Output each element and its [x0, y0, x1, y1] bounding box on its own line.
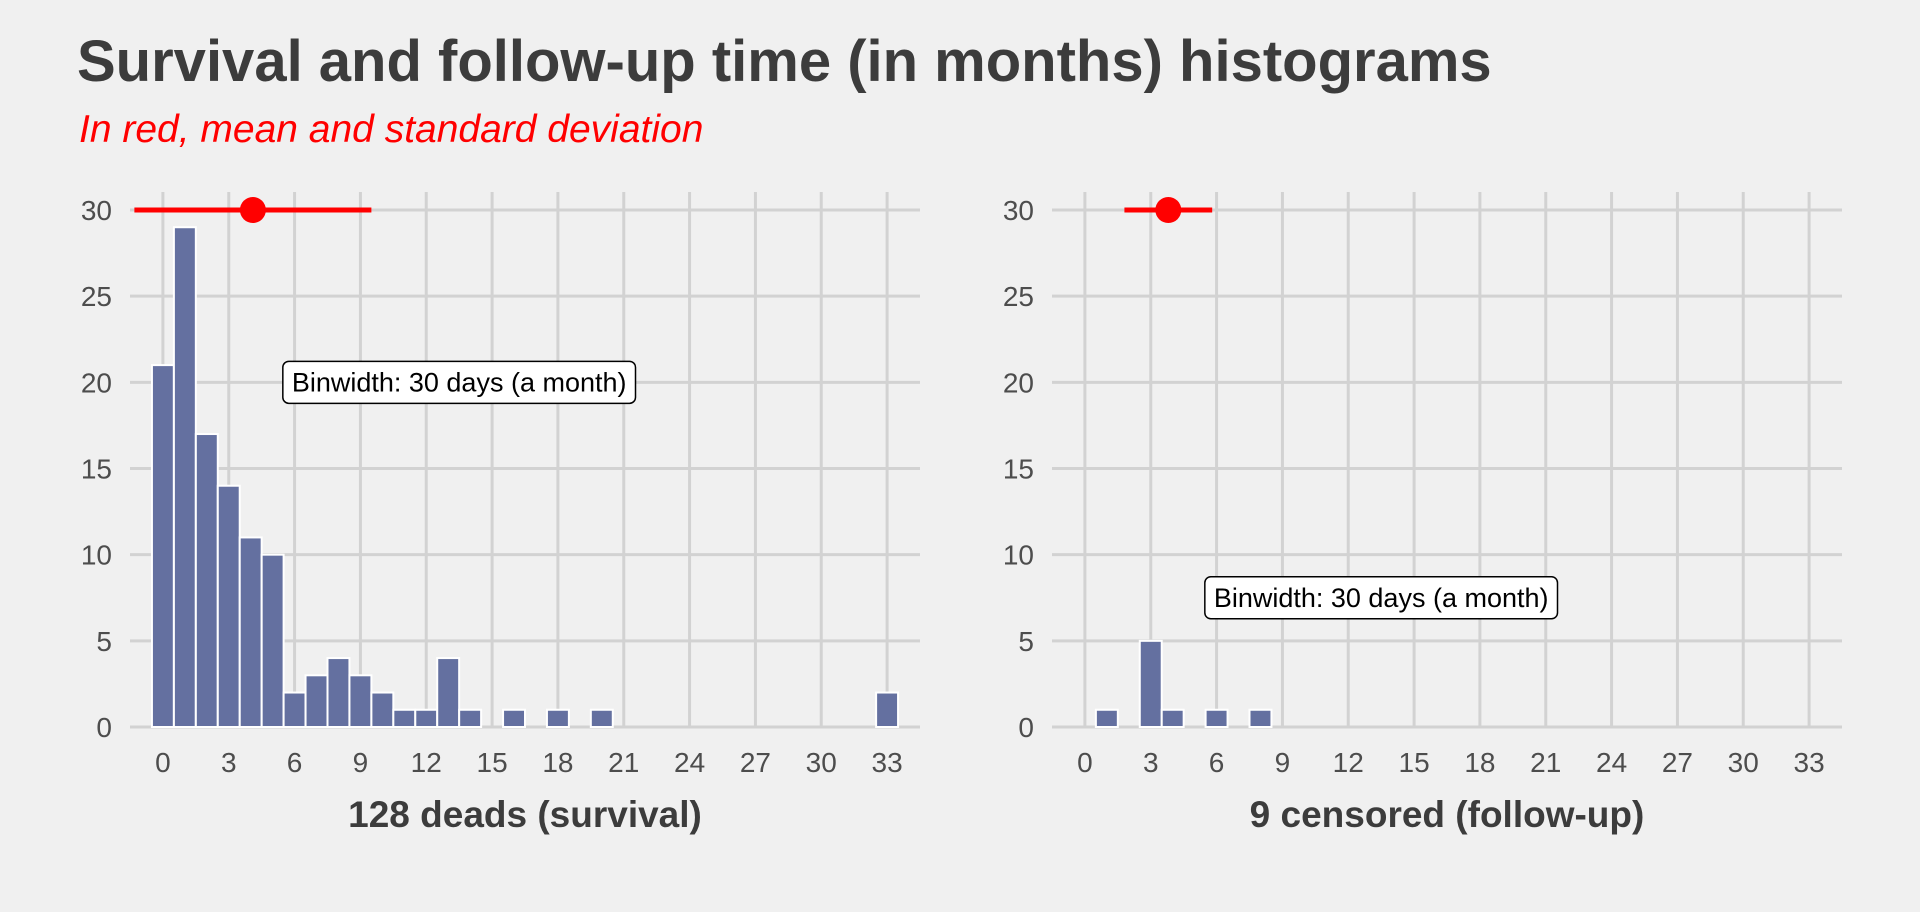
- histogram-bar: [348, 674, 373, 728]
- y-tick-label: 30: [1003, 195, 1034, 226]
- histogram-bar: [150, 364, 175, 728]
- histogram-bar: [875, 691, 900, 728]
- histogram-bar: [502, 708, 526, 728]
- x-tick-label: 0: [1077, 747, 1093, 778]
- y-tick-label: 5: [1018, 626, 1034, 657]
- binwidth-annotation-text: Binwidth: 30 days (a month): [292, 367, 627, 397]
- y-tick-label: 0: [1018, 712, 1034, 743]
- mean-point: [239, 197, 266, 223]
- binwidth-annotation-box: [282, 360, 637, 405]
- histogram-bar: [1094, 708, 1119, 728]
- histogram-bar: [1138, 639, 1163, 728]
- histogram-bar: [238, 536, 263, 729]
- binwidth-annotation-text: Binwidth: 30 days (a month): [1214, 583, 1549, 613]
- x-tick-label: 12: [411, 747, 442, 778]
- histogram-bar: [458, 708, 483, 728]
- x-tick-label: 24: [1596, 747, 1627, 778]
- x-axis-title: 128 deads (survival): [348, 794, 702, 835]
- histogram-bar: [392, 708, 417, 728]
- x-tick-label: 18: [1464, 747, 1495, 778]
- chart-subtitle: In red, mean and standard deviation: [79, 108, 704, 151]
- y-tick-label: 0: [96, 712, 112, 743]
- x-tick-label: 30: [806, 747, 837, 778]
- x-tick-label: 33: [872, 747, 903, 778]
- y-tick-label: 5: [96, 626, 112, 657]
- histogram-bar: [282, 691, 307, 728]
- x-tick-label: 15: [477, 747, 508, 778]
- binwidth-annotation: Binwidth: 30 days (a month): [1204, 576, 1559, 620]
- x-tick-label: 24: [674, 747, 705, 778]
- x-tick-label: 15: [1399, 747, 1430, 778]
- x-tick-label: 12: [1333, 747, 1364, 778]
- y-tick-label: 15: [81, 454, 112, 485]
- histogram-bar: [194, 433, 219, 728]
- x-tick-label: 9: [1275, 747, 1291, 778]
- x-axis-title: 9 censored (follow-up): [1250, 794, 1645, 835]
- x-tick-label: 27: [1662, 747, 1693, 778]
- histogram-bar: [370, 691, 395, 728]
- histogram-bar: [545, 708, 570, 728]
- x-tick-label: 21: [608, 747, 639, 778]
- x-tick-label: 0: [155, 747, 171, 778]
- x-tick-label: 30: [1728, 747, 1759, 778]
- chart-title: Survival and follow-up time (in months) …: [77, 29, 1492, 94]
- histogram-bar: [260, 553, 285, 729]
- binwidth-annotation-box: [1204, 576, 1559, 620]
- histogram-bar: [304, 674, 329, 728]
- histogram-bar: [1204, 708, 1229, 728]
- y-tick-label: 20: [81, 367, 112, 398]
- y-tick-label: 15: [1003, 454, 1034, 485]
- histogram-bar: [216, 484, 241, 728]
- y-tick-label: 30: [81, 195, 112, 226]
- y-tick-label: 25: [1003, 281, 1034, 312]
- histogram-bar: [436, 657, 461, 728]
- x-tick-label: 33: [1794, 747, 1825, 778]
- x-tick-label: 9: [353, 747, 369, 778]
- y-tick-label: 20: [1003, 367, 1034, 398]
- histogram-bar: [326, 657, 351, 728]
- x-tick-label: 6: [287, 747, 303, 778]
- histogram-bar: [1248, 708, 1273, 728]
- x-tick-label: 3: [1143, 747, 1159, 778]
- binwidth-annotation: Binwidth: 30 days (a month): [282, 360, 637, 405]
- y-tick-label: 10: [1003, 540, 1034, 571]
- y-tick-label: 10: [81, 540, 112, 571]
- follow-up-histogram-panel: 0 5 10 15 20 25 30 0 3 6 9 12 15 18 21 24 27 30 33 Binwidth…: [1003, 192, 1842, 835]
- y-tick-label: 25: [81, 281, 112, 312]
- x-tick-label: 18: [542, 747, 573, 778]
- survival-histogram-panel: 0 5 10 15 20 25 30 0 3 6 9 12 15 18 21 24 27 30 33 Binwidth…: [81, 192, 920, 835]
- histogram-bar: [1160, 708, 1185, 728]
- mean-point: [1155, 197, 1182, 223]
- histogram-bar: [172, 226, 197, 728]
- histogram-bar: [589, 708, 614, 728]
- x-tick-label: 6: [1209, 747, 1225, 778]
- histogram-bar: [414, 708, 439, 728]
- x-tick-label: 27: [740, 747, 771, 778]
- x-tick-label: 21: [1530, 747, 1561, 778]
- x-tick-label: 3: [221, 747, 237, 778]
